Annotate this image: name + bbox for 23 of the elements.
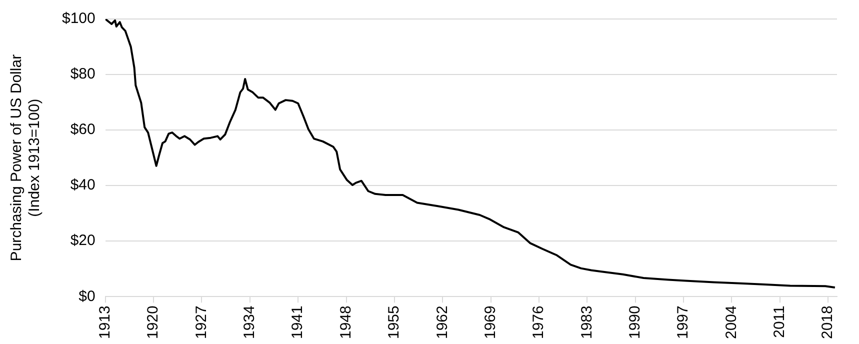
x-tick-label: 2018 [819, 306, 836, 340]
x-tick-label: 1941 [289, 306, 306, 340]
x-tick-label: 1934 [241, 306, 258, 340]
x-tick-label: 1962 [434, 306, 451, 340]
x-tick-label: 1976 [530, 306, 548, 340]
x-tick-label: 1948 [337, 306, 354, 340]
x-tick-label: 2011 [771, 306, 788, 338]
y-tick-label: $100 [62, 10, 96, 28]
y-tick-label: $20 [70, 232, 96, 250]
x-tick-label: 1927 [192, 306, 210, 340]
x-tick-label: 1920 [144, 306, 162, 340]
x-tick-label: 1955 [386, 306, 403, 340]
x-tick-label: 1990 [626, 306, 644, 340]
y-tick-label: $40 [70, 176, 96, 194]
y-tick-label: $80 [70, 66, 96, 83]
y-axis-title: Purchasing Power of US Dollar (Index 1913=100) [8, 54, 44, 262]
x-tick-label: 1969 [482, 306, 499, 340]
x-tick-label: 2004 [722, 306, 740, 340]
y-tick-label: $60 [70, 121, 96, 138]
x-tick-label: 1983 [578, 306, 596, 340]
x-tick-label: 1997 [674, 306, 692, 340]
x-tick-label: 1913 [96, 306, 114, 340]
y-tick-label: $0 [78, 288, 96, 305]
